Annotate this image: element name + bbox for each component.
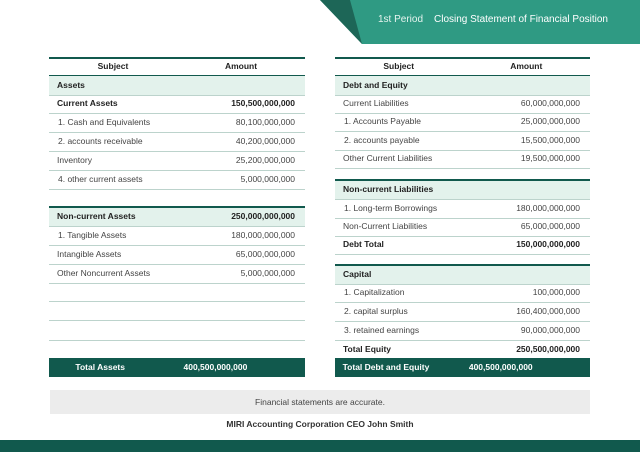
row-amount: 150,000,000,000 bbox=[516, 239, 580, 249]
row-subject: Debt and Equity bbox=[343, 80, 408, 90]
row-line bbox=[335, 113, 590, 114]
row-subject: 1. Tangible Assets bbox=[58, 230, 127, 240]
row-line bbox=[49, 283, 305, 284]
header-band bbox=[320, 0, 640, 44]
row-line bbox=[49, 189, 305, 190]
row-subject: Debt Total bbox=[343, 239, 384, 249]
row-subject: Assets bbox=[57, 80, 85, 90]
row-amount: 250,500,000,000 bbox=[516, 344, 580, 354]
row-subject: Other Noncurrent Assets bbox=[57, 268, 151, 278]
row-line bbox=[49, 301, 305, 302]
row-amount: 150,500,000,000 bbox=[231, 98, 295, 108]
row-subject: 2. capital surplus bbox=[344, 306, 408, 316]
section-rule bbox=[335, 179, 590, 181]
row-subject: 1. Long-term Borrowings bbox=[344, 203, 438, 213]
column-header: Amount bbox=[510, 61, 543, 71]
row-amount: 250,000,000,000 bbox=[231, 211, 295, 221]
row-amount: 60,000,000,000 bbox=[520, 98, 580, 108]
row-line bbox=[49, 245, 305, 246]
row-amount: 180,000,000,000 bbox=[516, 203, 580, 213]
row-amount: 15,500,000,000 bbox=[520, 135, 580, 145]
period: 1st Period bbox=[378, 14, 424, 25]
row-subject: 4. other current assets bbox=[58, 174, 143, 184]
column-header: Amount bbox=[224, 61, 258, 71]
section-bg bbox=[49, 76, 305, 95]
column-header: Subject bbox=[97, 61, 129, 71]
row-line bbox=[49, 340, 305, 341]
total-amount: 400,500,000,000 bbox=[183, 362, 248, 372]
row-line bbox=[335, 254, 590, 255]
footer-band bbox=[0, 440, 640, 452]
row-amount: 19,500,000,000 bbox=[520, 153, 580, 163]
row-amount: 90,000,000,000 bbox=[520, 325, 580, 335]
column-header: Subject bbox=[383, 61, 415, 71]
signature: MIRI Accounting Corporation CEO John Smi… bbox=[226, 419, 414, 429]
row-amount: 160,400,000,000 bbox=[516, 306, 580, 316]
header-line bbox=[49, 75, 305, 76]
row-line bbox=[335, 131, 590, 132]
row-amount: 65,000,000,000 bbox=[235, 249, 295, 259]
row-amount: 5,000,000,000 bbox=[240, 174, 295, 184]
row-amount: 25,000,000,000 bbox=[520, 116, 580, 126]
row-subject: Inventory bbox=[57, 155, 92, 165]
row-subject: Current Liabilities bbox=[343, 98, 409, 108]
row-line bbox=[335, 168, 590, 169]
row-line bbox=[335, 284, 590, 285]
row-amount: 100,000,000 bbox=[532, 287, 580, 297]
row-subject: 2. accounts receivable bbox=[58, 136, 143, 146]
section-bg bbox=[335, 76, 590, 95]
total-bg bbox=[49, 358, 305, 377]
row-amount: 5,000,000,000 bbox=[240, 268, 295, 278]
row-subject: 2. accounts payable bbox=[344, 135, 420, 145]
total-subject: Total Assets bbox=[75, 362, 125, 372]
row-line bbox=[49, 132, 305, 133]
row-line bbox=[49, 95, 305, 96]
row-subject: Current Assets bbox=[57, 98, 118, 108]
row-line bbox=[49, 113, 305, 114]
row-amount: 80,100,000,000 bbox=[235, 117, 295, 127]
row-subject: Total Equity bbox=[343, 344, 392, 354]
footer-note: Financial statements are accurate. bbox=[50, 390, 590, 414]
row-line bbox=[335, 95, 590, 96]
row-line bbox=[335, 150, 590, 151]
row-subject: 1. Cash and Equivalents bbox=[58, 117, 151, 127]
row-line bbox=[335, 199, 590, 200]
title: Closing Statement of Financial Position bbox=[434, 14, 608, 25]
total-amount: 400,500,000,000 bbox=[468, 362, 533, 372]
header-rule bbox=[335, 57, 590, 59]
section-rule bbox=[335, 264, 590, 266]
row-line bbox=[335, 321, 590, 322]
section-bg bbox=[335, 265, 590, 284]
section-rule bbox=[49, 206, 305, 208]
row-line bbox=[49, 320, 305, 321]
row-line bbox=[335, 302, 590, 303]
row-subject: Intangible Assets bbox=[57, 249, 122, 259]
row-subject: 3. retained earnings bbox=[344, 325, 420, 335]
row-subject: 1. Accounts Payable bbox=[344, 116, 422, 126]
section-bg bbox=[335, 180, 590, 199]
row-subject: Capital bbox=[343, 269, 372, 279]
row-line bbox=[49, 226, 305, 227]
row-line bbox=[335, 340, 590, 341]
row-subject: Other Current Liabilities bbox=[343, 153, 433, 163]
row-amount: 25,200,000,000 bbox=[235, 155, 295, 165]
row-line bbox=[49, 151, 305, 152]
row-line bbox=[335, 218, 590, 219]
row-subject: Non-current Liabilities bbox=[343, 184, 434, 194]
row-line bbox=[335, 236, 590, 237]
row-line bbox=[49, 264, 305, 265]
row-amount: 65,000,000,000 bbox=[520, 221, 580, 231]
section-bg bbox=[49, 207, 305, 226]
row-amount: 40,200,000,000 bbox=[235, 136, 295, 146]
row-subject: 1. Capitalization bbox=[344, 287, 405, 297]
header-rule bbox=[49, 57, 305, 59]
row-amount: 180,000,000,000 bbox=[231, 230, 295, 240]
row-subject: Non-current Assets bbox=[57, 211, 136, 221]
total-subject: Total Debt and Equity bbox=[342, 362, 430, 372]
total-bg bbox=[335, 358, 590, 377]
header-line bbox=[335, 75, 590, 76]
row-line bbox=[49, 170, 305, 171]
row-subject: Non-Current Liabilities bbox=[343, 221, 428, 231]
